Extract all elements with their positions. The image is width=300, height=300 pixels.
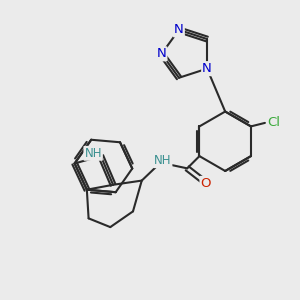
Text: O: O bbox=[200, 177, 211, 190]
Text: N: N bbox=[174, 23, 184, 36]
Text: NH: NH bbox=[154, 154, 172, 167]
Text: N: N bbox=[202, 62, 212, 75]
Text: Cl: Cl bbox=[267, 116, 280, 129]
Text: NH: NH bbox=[84, 147, 102, 160]
Text: N: N bbox=[157, 47, 166, 60]
